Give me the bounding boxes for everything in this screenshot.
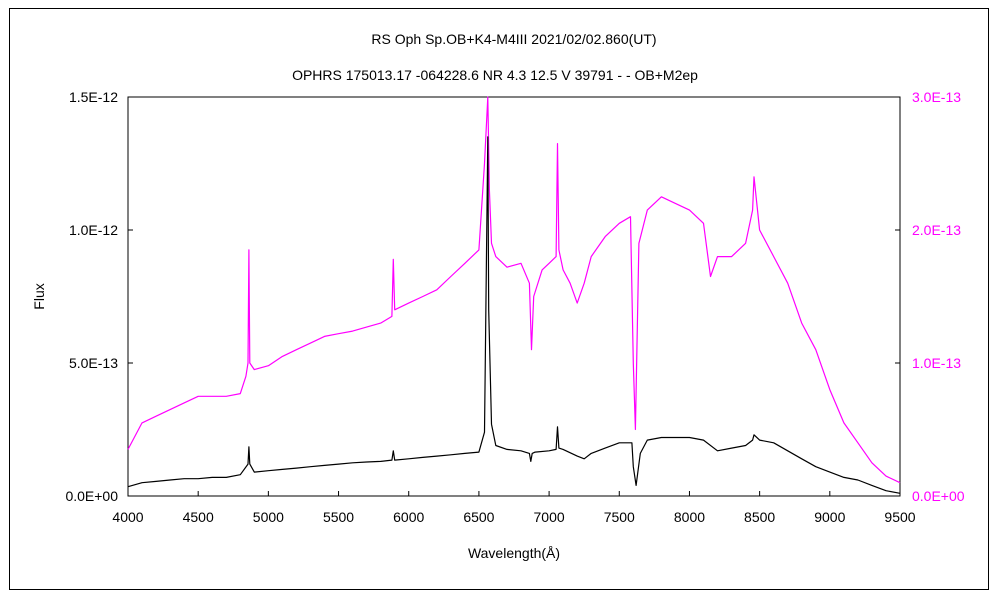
x-tick-label: 7000 xyxy=(534,509,565,525)
y-left-tick-label: 1.0E-12 xyxy=(69,222,118,238)
x-tick-label: 7500 xyxy=(604,509,635,525)
chart-subtitle: OPHRS 175013.17 -064228.6 NR 4.3 12.5 V … xyxy=(292,67,698,83)
x-tick-label: 9500 xyxy=(884,509,915,525)
y-right-tick-label: 2.0E-13 xyxy=(912,222,961,238)
y-right-tick-label: 0.0E+00 xyxy=(912,488,965,504)
y-right-tick-label: 1.0E-13 xyxy=(912,355,961,371)
x-tick-label: 6500 xyxy=(463,509,494,525)
x-tick-label: 5500 xyxy=(323,509,354,525)
chart-title: RS Oph Sp.OB+K4-M4III 2021/02/02.860(UT) xyxy=(371,31,656,47)
y-left-tick-label: 5.0E-13 xyxy=(69,355,118,371)
chart-frame xyxy=(9,8,989,590)
y-left-tick-label: 0.0E+00 xyxy=(65,488,118,504)
x-tick-label: 9000 xyxy=(814,509,845,525)
x-axis: 4000 4500 5000 5500 6000 6500 7000 7500 8000 8500… xyxy=(112,491,916,525)
x-tick-label: 5000 xyxy=(253,509,284,525)
x-tick-label: 4500 xyxy=(183,509,214,525)
x-tick-label: 8500 xyxy=(744,509,775,525)
y-axis-label: Flux xyxy=(31,283,47,309)
series-line-magenta xyxy=(127,96,901,484)
x-tick-label: 8000 xyxy=(674,509,705,525)
x-tick-label: 6000 xyxy=(393,509,424,525)
y-left-tick-label: 1.5E-12 xyxy=(69,89,118,105)
x-tick-label: 4000 xyxy=(112,509,143,525)
y-axis-left: 0.0E+00 5.0E-13 1.0E-12 1.5E-12 xyxy=(65,89,133,504)
series-layer xyxy=(127,96,901,494)
plot-area xyxy=(127,96,901,497)
x-axis-label: Wavelength(Å) xyxy=(468,545,560,561)
y-axis-right: 0.0E+00 1.0E-13 2.0E-13 3.0E-13 xyxy=(895,89,965,504)
y-right-tick-label: 3.0E-13 xyxy=(912,89,961,105)
series-line-black xyxy=(127,136,901,494)
